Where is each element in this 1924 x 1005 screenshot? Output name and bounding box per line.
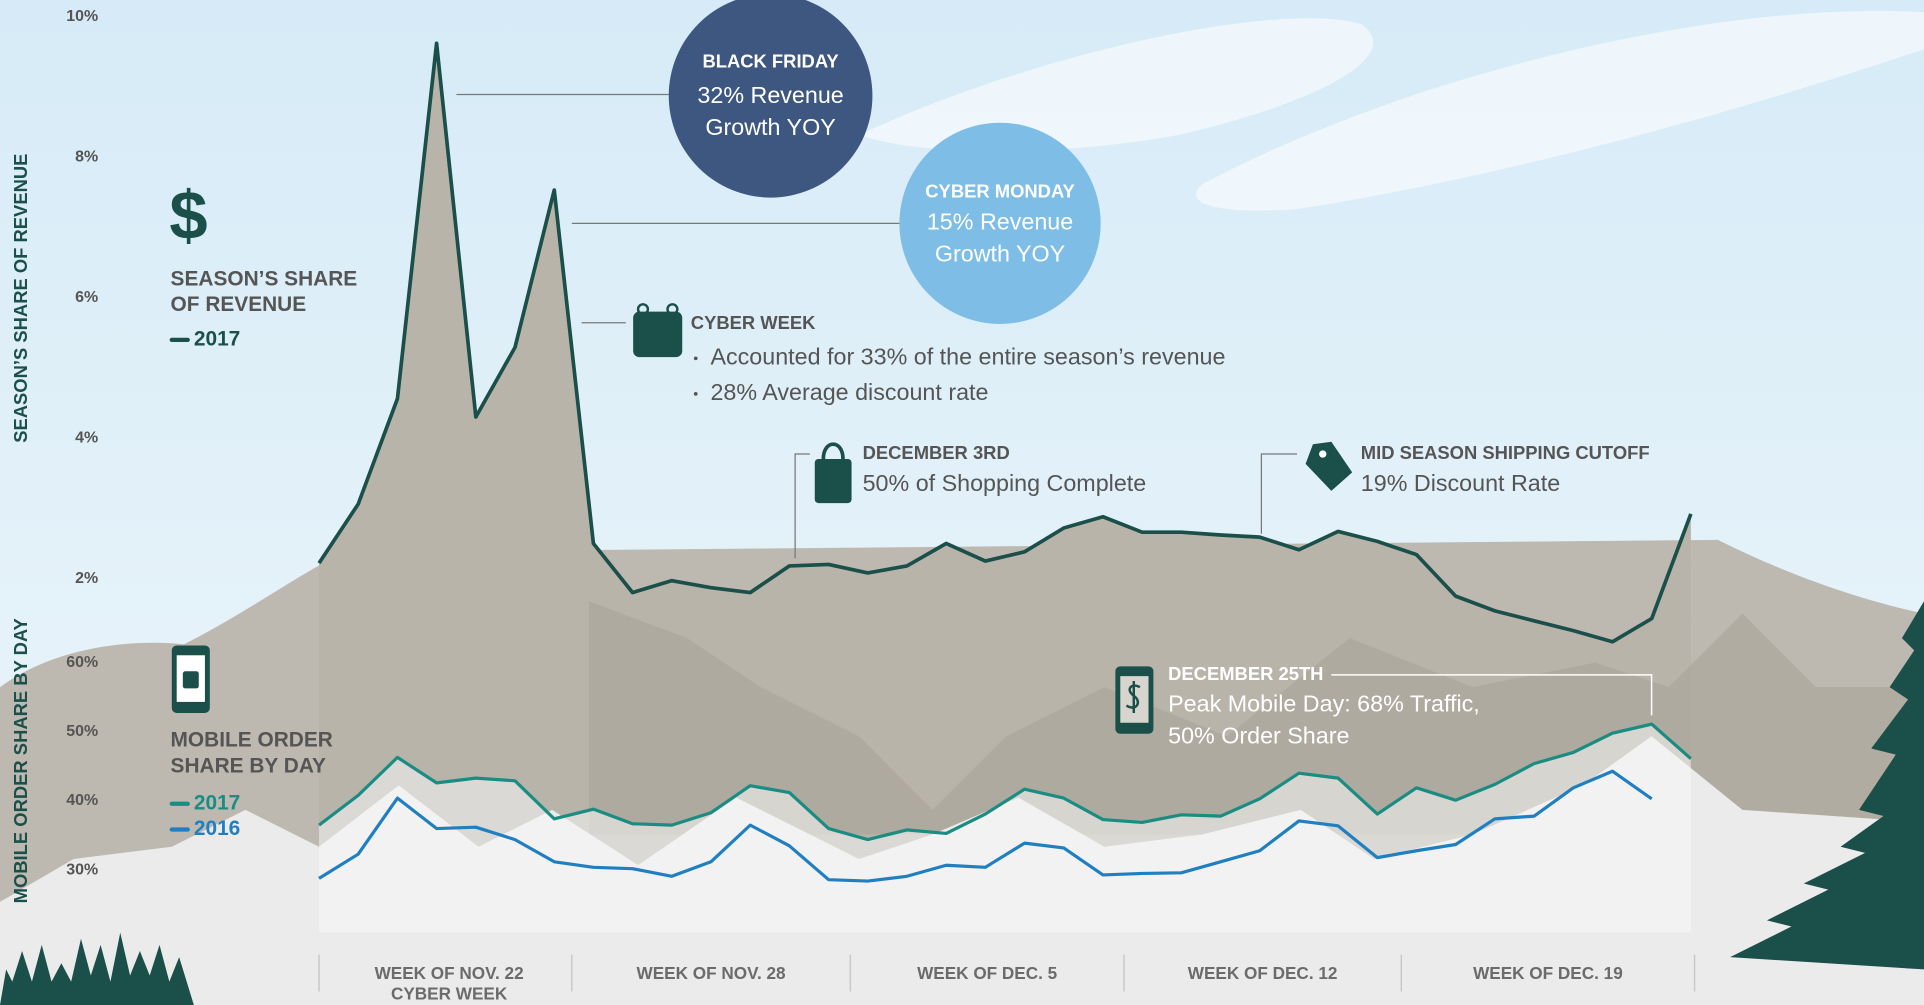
annotation-line: 19% Discount Rate [1361,470,1560,496]
x-group-label: WEEK OF NOV. 22 [375,963,524,983]
annotation-line: 15% Revenue [927,208,1073,234]
x-group-note: CYBER WEEK [391,984,508,1004]
icon-calendar [633,304,682,357]
y-tick-label: 2% [75,570,98,587]
legend-title: MOBILE ORDER [171,729,333,752]
chart: 2% 4% 6% 8% 10% SEASON’S SHARE OF REVENUE $ SEA… [0,0,1924,1005]
y-tick-label: 6% [75,289,98,306]
y-tick-label: 4% [75,429,98,446]
x-group-label: WEEK OF DEC. 12 [1188,963,1338,983]
y-axis-label: MOBILE ORDER SHARE BY DAY [10,618,31,903]
y-tick-label: 10% [66,8,98,25]
legend-title: OF REVENUE [171,293,307,316]
annotation-title: BLACK FRIDAY [702,50,838,71]
legend-label: 2017 [194,327,240,350]
annotation-line: Accounted for 33% of the entire season’s… [710,343,1225,369]
legend-title: SHARE BY DAY [171,754,326,777]
bullet [694,392,698,396]
y-tick-label: 30% [66,861,98,878]
y-tick-label: 50% [66,723,98,740]
annotation-title: MID SEASON SHIPPING CUTOFF [1361,442,1650,463]
x-group-label: WEEK OF NOV. 28 [637,963,786,983]
annotation-line: Peak Mobile Day: 68% Traffic, [1168,691,1480,717]
y-axis-label: SEASON’S SHARE OF REVENUE [10,154,31,443]
legend-label: 2016 [194,817,240,840]
annotation-line: 50% Order Share [1168,723,1349,749]
annotation-title: DECEMBER 3RD [863,442,1010,463]
icon-phone-legend [172,645,210,712]
annotation-line: 50% of Shopping Complete [863,470,1147,496]
annotation-title: CYBER MONDAY [925,181,1075,202]
x-group-label: WEEK OF DEC. 5 [917,963,1058,983]
annotation-title: CYBER WEEK [691,312,816,333]
legend-icon: $ [169,177,207,254]
x-group-label: WEEK OF DEC. 19 [1473,963,1623,983]
annotation-line: 28% Average discount rate [710,379,988,405]
annotation-line: 32% Revenue [697,82,843,108]
y-tick-label: 8% [75,148,98,165]
annotation-line: Growth YOY [935,240,1066,266]
annotation-title: DECEMBER 25TH [1168,663,1323,684]
bullet [694,356,698,360]
legend-label: 2017 [194,791,240,814]
icon-phone [1115,666,1153,733]
legend-title: SEASON’S SHARE [171,267,358,290]
y-tick-label: 40% [66,792,98,809]
y-tick-label: 60% [66,654,98,671]
annotation-line: Growth YOY [705,114,836,140]
page: {"chart_data": [ {"type": "line", "ylabe… [0,0,1924,1005]
